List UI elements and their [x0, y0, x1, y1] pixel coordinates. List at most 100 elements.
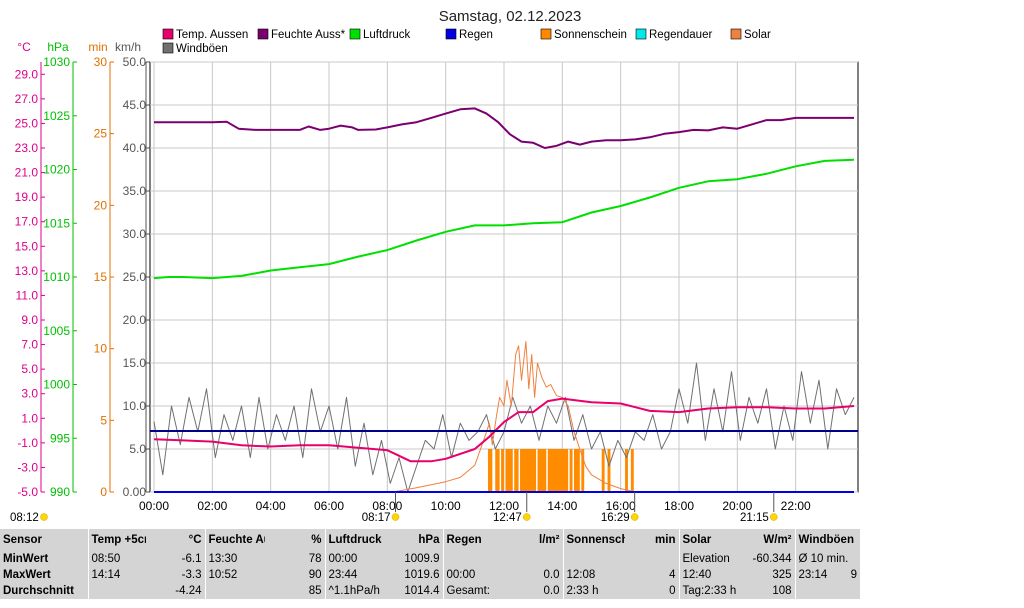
axis-tick-label-0: 19.0: [15, 190, 39, 204]
temp-max-time: 14:14: [87, 567, 146, 583]
axis-tick-label-2: 5: [100, 413, 107, 427]
temp-min: -6.1: [146, 551, 205, 567]
humidity-max: 90: [265, 567, 325, 583]
axis-tick-label-0: 29.0: [15, 67, 39, 81]
sun-icon: [523, 513, 531, 521]
series-line-luftdruck: [153, 158, 855, 280]
rain-max-time: 00:00: [442, 567, 498, 583]
sun-icon: [391, 513, 400, 521]
stats-header-row: Sensor Temp +5cm °C Feuchte Auss % Luftd…: [0, 529, 860, 551]
row-label-sensor: Sensor: [0, 529, 88, 551]
humidity-min: 78: [265, 551, 325, 567]
legend-label-2: Luftdruck: [363, 29, 411, 41]
pressure-head: Luftdruck: [324, 529, 387, 551]
sunshine-bar: [581, 449, 585, 492]
legend-swatch-5: [635, 28, 647, 40]
sunshine-total-label: 2:33 h: [562, 583, 625, 599]
axis-tick-label-0: 11.0: [16, 288, 39, 302]
x-tick-label: 08:00: [372, 499, 402, 513]
axis-tick-label-0: 1.0: [21, 411, 38, 425]
temp-unit: °C: [146, 529, 205, 551]
temp-max: -3.3: [146, 567, 205, 583]
axis-tick-label-1: 1005: [43, 324, 70, 338]
axis-tick-label-1: 1000: [43, 378, 70, 392]
legend-label-1: Feuchte Auss*: [271, 29, 346, 41]
axis-tick-label-1: 1015: [43, 216, 70, 230]
axis-tick-label-1: 1020: [43, 163, 70, 177]
legend-label-7: Windböen: [176, 43, 228, 55]
axis-tick-label-1: 990: [50, 485, 70, 499]
x-tick-label: 20:00: [722, 499, 752, 513]
solar-max-time: 12:40: [678, 567, 745, 583]
axis-tick-label-3: 20.0: [123, 313, 147, 327]
axis-unit-3: km/h: [115, 40, 141, 54]
sunshine-bar: [601, 449, 605, 492]
axis-unit-1: hPa: [47, 40, 69, 54]
axis-tick-label-3: 30.0: [123, 227, 147, 241]
sunshine-head: Sonnenschein: [562, 529, 625, 551]
wind-max-time: 23:14: [798, 569, 828, 581]
x-tick-label: 02:00: [197, 499, 227, 513]
axis-tick-label-1: 1025: [43, 109, 70, 123]
axis-tick-label-0: 7.0: [21, 338, 38, 352]
solar-elev: -60.344: [745, 551, 795, 567]
stats-avg-row: Durchschnitt -4.24 85 ^1.1hPa/h 1014.4 G…: [0, 583, 860, 599]
humidity-max-time: 10:52: [204, 567, 265, 583]
marker-label-sunset: 16:29: [601, 512, 630, 524]
axis-tick-label-0: 21.0: [15, 166, 39, 180]
sunshine-max: 4: [625, 567, 679, 583]
wind-max-cut: 9: [850, 569, 857, 581]
series-line-temp-aussen: [153, 397, 855, 463]
legend: Temp. Aussen Feuchte Auss* Luftdruck Regen S…: [162, 28, 771, 55]
stats-min-row: MinWert 08:50 -6.1 13:30 78 00:00 1009.9…: [0, 551, 860, 567]
solar-max: 325: [745, 567, 795, 583]
axis-tick-label-3: 5.0: [129, 442, 146, 456]
axis-tick-label-3: 35.0: [123, 184, 147, 198]
wind-head: Windböen: [794, 529, 860, 551]
legend-label-3: Regen: [459, 29, 493, 41]
axis-tick-label-0: 13.0: [15, 264, 39, 278]
axis-tick-label-0: -5.0: [17, 485, 38, 499]
rain-total-label: Gesamt:: [442, 583, 498, 599]
sunshine-bar: [625, 449, 628, 492]
axis-tick-label-3: 45.0: [123, 98, 147, 112]
legend-swatch-4: [540, 28, 552, 40]
axis-unit-2: min: [88, 40, 107, 54]
rain-max: 0.0: [498, 567, 563, 583]
legend-label-0: Temp. Aussen: [176, 29, 248, 41]
sunshine-unit: min: [625, 529, 679, 551]
sun-icon: [630, 513, 639, 521]
axis-tick-label-1: 1030: [43, 55, 70, 69]
legend-swatch-7: [162, 42, 174, 54]
pressure-max: 1019.6: [387, 567, 443, 583]
row-label-avg: Durchschnitt: [0, 583, 88, 599]
x-tick-label: 00:00: [139, 499, 169, 513]
sunshine-bar: [495, 449, 500, 492]
x-tick-label: 12:00: [489, 499, 519, 513]
sunshine-max-time: 12:08: [562, 567, 625, 583]
row-label-max: MaxWert: [0, 567, 88, 583]
x-tick-label: 06:00: [314, 499, 344, 513]
x-tick-label: 18:00: [664, 499, 694, 513]
sunshine-bar: [505, 449, 513, 492]
sunshine-bar: [574, 449, 580, 492]
axis-tick-label-1: 995: [50, 431, 70, 445]
axis-tick-label-3: 40.0: [123, 141, 147, 155]
axis-tick-label-2: 30: [94, 55, 108, 69]
legend-label-4: Sonnenschein: [554, 29, 627, 41]
axis-tick-label-3: 25.0: [123, 270, 147, 284]
axis-tick-label-0: 5.0: [21, 362, 38, 376]
axis-tick-label-0: -1.0: [17, 436, 38, 450]
marker-label-moon: 21:15: [740, 512, 769, 524]
axis-tick-label-3: 50.0: [123, 55, 147, 69]
axis-tick-label-3: 10.0: [123, 399, 147, 413]
sun-icon: [40, 513, 48, 521]
temp-avg: -4.24: [146, 583, 205, 599]
legend-swatch-1: [257, 28, 269, 40]
temp-min-time: 08:50: [87, 551, 146, 567]
sunshine-bar: [547, 449, 569, 492]
axis-tick-label-0: 25.0: [15, 116, 39, 130]
rain-head: Regen: [442, 529, 498, 551]
sunshine-bar: [607, 449, 611, 492]
